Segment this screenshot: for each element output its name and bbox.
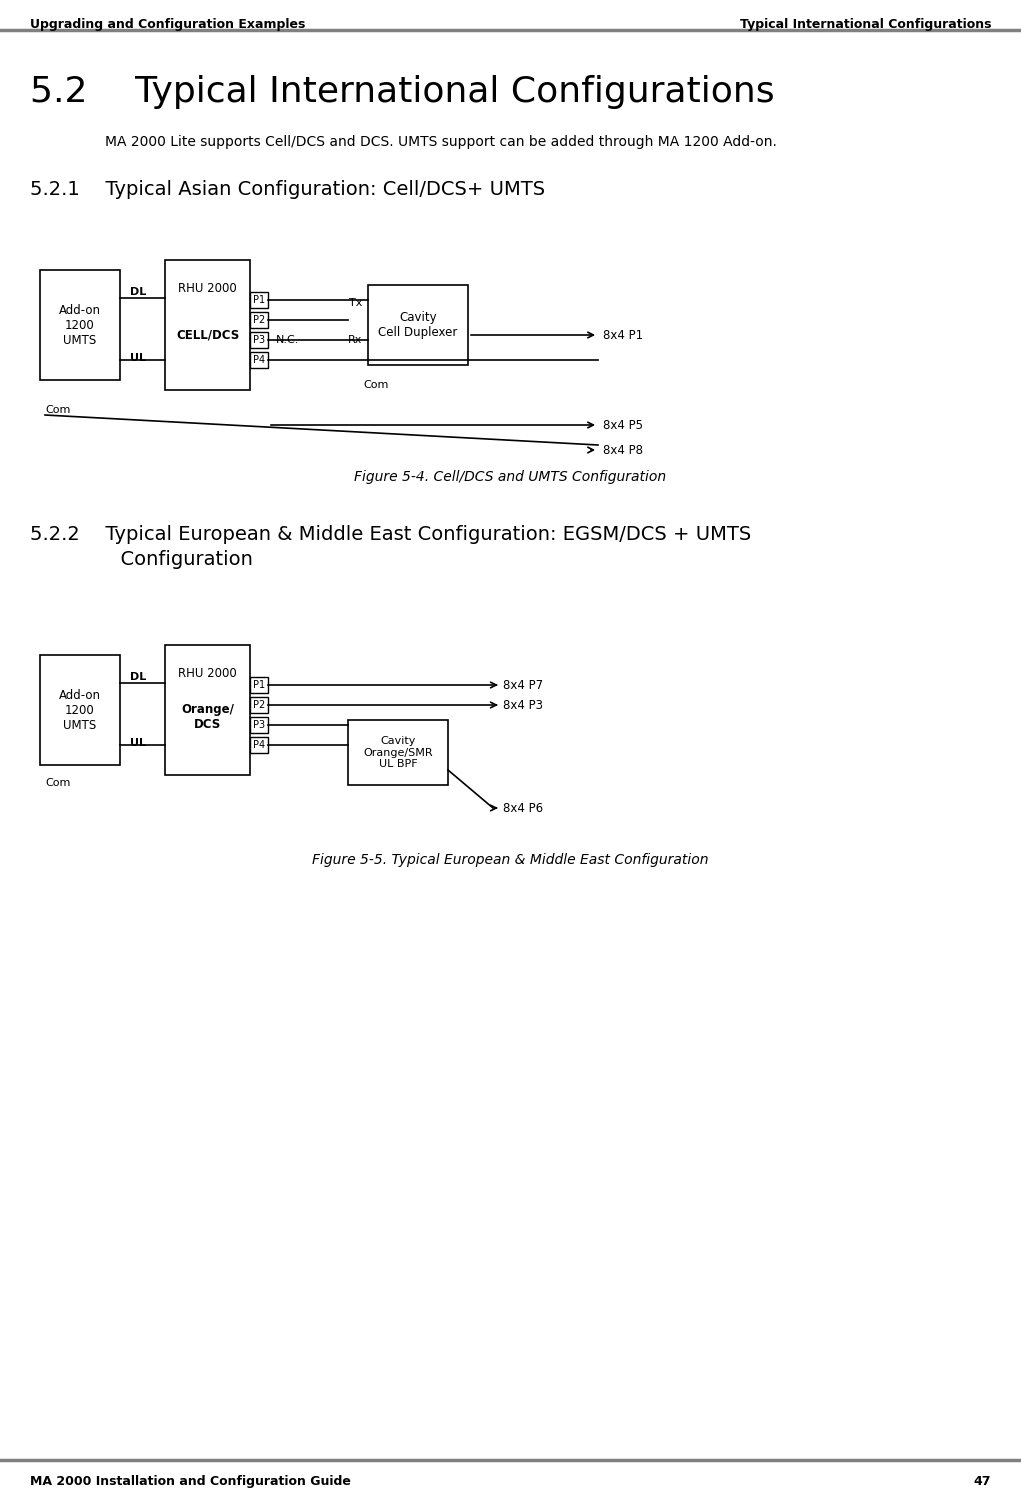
- Bar: [165, 645, 250, 775]
- Text: P3: P3: [253, 335, 265, 346]
- Text: Cavity
Cell Duplexer: Cavity Cell Duplexer: [379, 311, 457, 340]
- Bar: [250, 697, 268, 714]
- Text: P1: P1: [253, 681, 265, 690]
- Text: Configuration: Configuration: [30, 551, 253, 568]
- Text: Typical International Configurations: Typical International Configurations: [739, 18, 991, 31]
- Bar: [250, 332, 268, 349]
- Text: Com: Com: [45, 778, 70, 788]
- Text: DL: DL: [130, 287, 146, 298]
- Text: CELL/DCS: CELL/DCS: [176, 329, 239, 341]
- Text: UL: UL: [130, 353, 146, 364]
- Text: 8x4 P6: 8x4 P6: [503, 802, 543, 814]
- Text: Com: Com: [45, 405, 70, 414]
- Text: Com: Com: [363, 380, 388, 390]
- Text: Orange/
DCS: Orange/ DCS: [181, 703, 234, 732]
- Text: Upgrading and Configuration Examples: Upgrading and Configuration Examples: [30, 18, 305, 31]
- Bar: [40, 269, 120, 380]
- Text: Rx: Rx: [347, 335, 362, 346]
- Text: 5.2  Typical International Configurations: 5.2 Typical International Configurations: [30, 75, 775, 109]
- Text: 5.2.2  Typical European & Middle East Configuration: EGSM/DCS + UMTS: 5.2.2 Typical European & Middle East Con…: [30, 525, 751, 545]
- Text: 8x4 P1: 8x4 P1: [603, 329, 643, 341]
- Bar: [348, 720, 448, 785]
- Text: Tx: Tx: [348, 298, 362, 308]
- Text: RHU 2000: RHU 2000: [178, 667, 237, 679]
- Text: 5.2.1  Typical Asian Configuration: Cell/DCS+ UMTS: 5.2.1 Typical Asian Configuration: Cell/…: [30, 180, 545, 199]
- Bar: [250, 738, 268, 752]
- Text: RHU 2000: RHU 2000: [178, 281, 237, 295]
- Text: P3: P3: [253, 720, 265, 730]
- Text: Cavity
Orange/SMR
UL BPF: Cavity Orange/SMR UL BPF: [363, 736, 433, 769]
- Text: 8x4 P8: 8x4 P8: [603, 443, 643, 456]
- Bar: [250, 678, 268, 693]
- Bar: [250, 292, 268, 308]
- Text: MA 2000 Installation and Configuration Guide: MA 2000 Installation and Configuration G…: [30, 1475, 351, 1489]
- Text: N.C.: N.C.: [276, 335, 299, 346]
- Text: 47: 47: [973, 1475, 991, 1489]
- Text: UL: UL: [130, 738, 146, 748]
- Text: P2: P2: [253, 700, 265, 711]
- Text: Figure 5-5. Typical European & Middle East Configuration: Figure 5-5. Typical European & Middle Ea…: [311, 853, 709, 868]
- Text: 8x4 P3: 8x4 P3: [503, 699, 543, 712]
- Text: P2: P2: [253, 316, 265, 325]
- Bar: [250, 313, 268, 328]
- Bar: [250, 352, 268, 368]
- Text: Add-on
1200
UMTS: Add-on 1200 UMTS: [59, 304, 101, 347]
- Text: DL: DL: [130, 672, 146, 682]
- Text: Add-on
1200
UMTS: Add-on 1200 UMTS: [59, 688, 101, 732]
- Text: P4: P4: [253, 355, 265, 365]
- Text: P4: P4: [253, 741, 265, 749]
- Text: Figure 5-4. Cell/DCS and UMTS Configuration: Figure 5-4. Cell/DCS and UMTS Configurat…: [354, 470, 666, 485]
- Text: 8x4 P7: 8x4 P7: [503, 679, 543, 691]
- Text: 8x4 P5: 8x4 P5: [603, 419, 643, 431]
- Bar: [40, 655, 120, 764]
- Bar: [368, 286, 468, 365]
- Text: P1: P1: [253, 295, 265, 305]
- Text: MA 2000 Lite supports Cell/DCS and DCS. UMTS support can be added through MA 120: MA 2000 Lite supports Cell/DCS and DCS. …: [105, 135, 777, 150]
- Bar: [250, 717, 268, 733]
- Bar: [165, 260, 250, 390]
